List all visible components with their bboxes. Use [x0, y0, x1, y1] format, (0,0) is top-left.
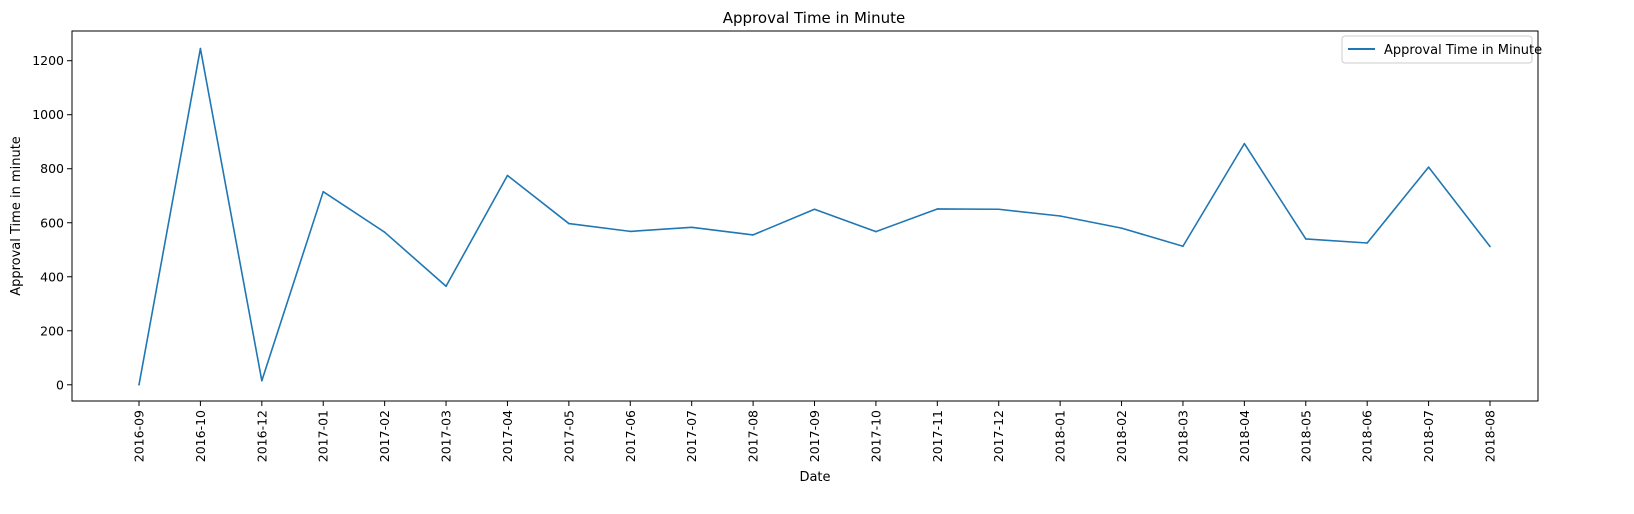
- legend-label: Approval Time in Minute: [1384, 43, 1542, 58]
- x-tick-label: 2017-01: [316, 410, 331, 462]
- x-tick-label: 2018-04: [1237, 410, 1252, 462]
- data-point: [506, 174, 509, 177]
- y-tick-label: 1000: [32, 107, 64, 122]
- legend-box: [1341, 35, 1533, 64]
- x-tick-label: 2017-07: [684, 410, 699, 462]
- data-point: [1243, 142, 1246, 145]
- x-tick-label: 2017-06: [623, 410, 638, 462]
- data-point: [1304, 238, 1307, 240]
- data-point: [1059, 215, 1061, 217]
- data-point: [629, 230, 632, 233]
- data-point: [813, 208, 816, 211]
- x-tick-label: 2018-08: [1483, 410, 1498, 462]
- plot-area: [71, 30, 1539, 402]
- x-axis: 2016-09 2016-10 2016-12 2017-01 2017-02 2017-…: [132, 401, 1498, 462]
- y-tick-label: 1200: [32, 53, 64, 68]
- y-tick-label: 200: [40, 323, 64, 338]
- y-tick-label: 0: [56, 377, 64, 392]
- data-point: [690, 226, 693, 229]
- x-tick-label: 2018-01: [1053, 410, 1068, 462]
- legend: Approval Time in Minute: [1341, 35, 1542, 64]
- data-point: [1120, 227, 1123, 229]
- y-tick-label: 800: [40, 161, 64, 176]
- x-tick-label: 2016-12: [254, 410, 269, 462]
- data-point: [1489, 245, 1491, 248]
- data-point: [936, 208, 939, 210]
- data-point: [138, 383, 140, 386]
- data-point: [752, 234, 754, 236]
- data-point: [261, 379, 263, 382]
- y-tick-label: 400: [40, 269, 64, 284]
- x-tick-label: 2018-03: [1175, 410, 1190, 462]
- data-point: [568, 222, 570, 225]
- x-tick-label: 2016-10: [193, 410, 208, 462]
- x-tick-label: 2017-11: [930, 410, 945, 462]
- x-tick-label: 2017-10: [868, 410, 883, 462]
- data-point: [445, 285, 447, 288]
- x-tick-label: 2017-04: [500, 410, 515, 462]
- data-point: [322, 190, 325, 193]
- x-tick-label: 2017-03: [439, 410, 454, 462]
- data-point: [875, 230, 877, 233]
- x-tick-label: 2018-02: [1114, 410, 1129, 462]
- data-point: [1427, 166, 1430, 168]
- y-axis-label: Approval Time in minute: [9, 136, 24, 296]
- y-tick-label: 600: [40, 215, 64, 230]
- x-tick-label: 2017-12: [991, 410, 1006, 462]
- x-tick-label: 2018-06: [1360, 410, 1375, 462]
- chart-title: Approval Time in Minute: [723, 9, 905, 27]
- x-tick-label: 2017-08: [746, 410, 761, 462]
- data-point: [1182, 245, 1184, 248]
- series-line: [138, 47, 1491, 385]
- x-tick-label: 2018-07: [1421, 410, 1436, 462]
- series-group: [138, 47, 1491, 386]
- x-tick-label: 2017-05: [561, 410, 576, 462]
- x-tick-label: 2017-09: [807, 410, 822, 462]
- x-axis-label: Date: [799, 470, 830, 485]
- data-point: [199, 47, 202, 50]
- x-tick-label: 2018-05: [1298, 410, 1313, 462]
- y-axis: 0 200 400 600 800 1000 1200: [32, 53, 72, 392]
- x-tick-label: 2017-02: [377, 410, 392, 462]
- data-point: [1366, 242, 1368, 244]
- data-point: [383, 231, 386, 234]
- data-point: [997, 208, 1000, 211]
- x-tick-label: 2016-09: [132, 410, 147, 462]
